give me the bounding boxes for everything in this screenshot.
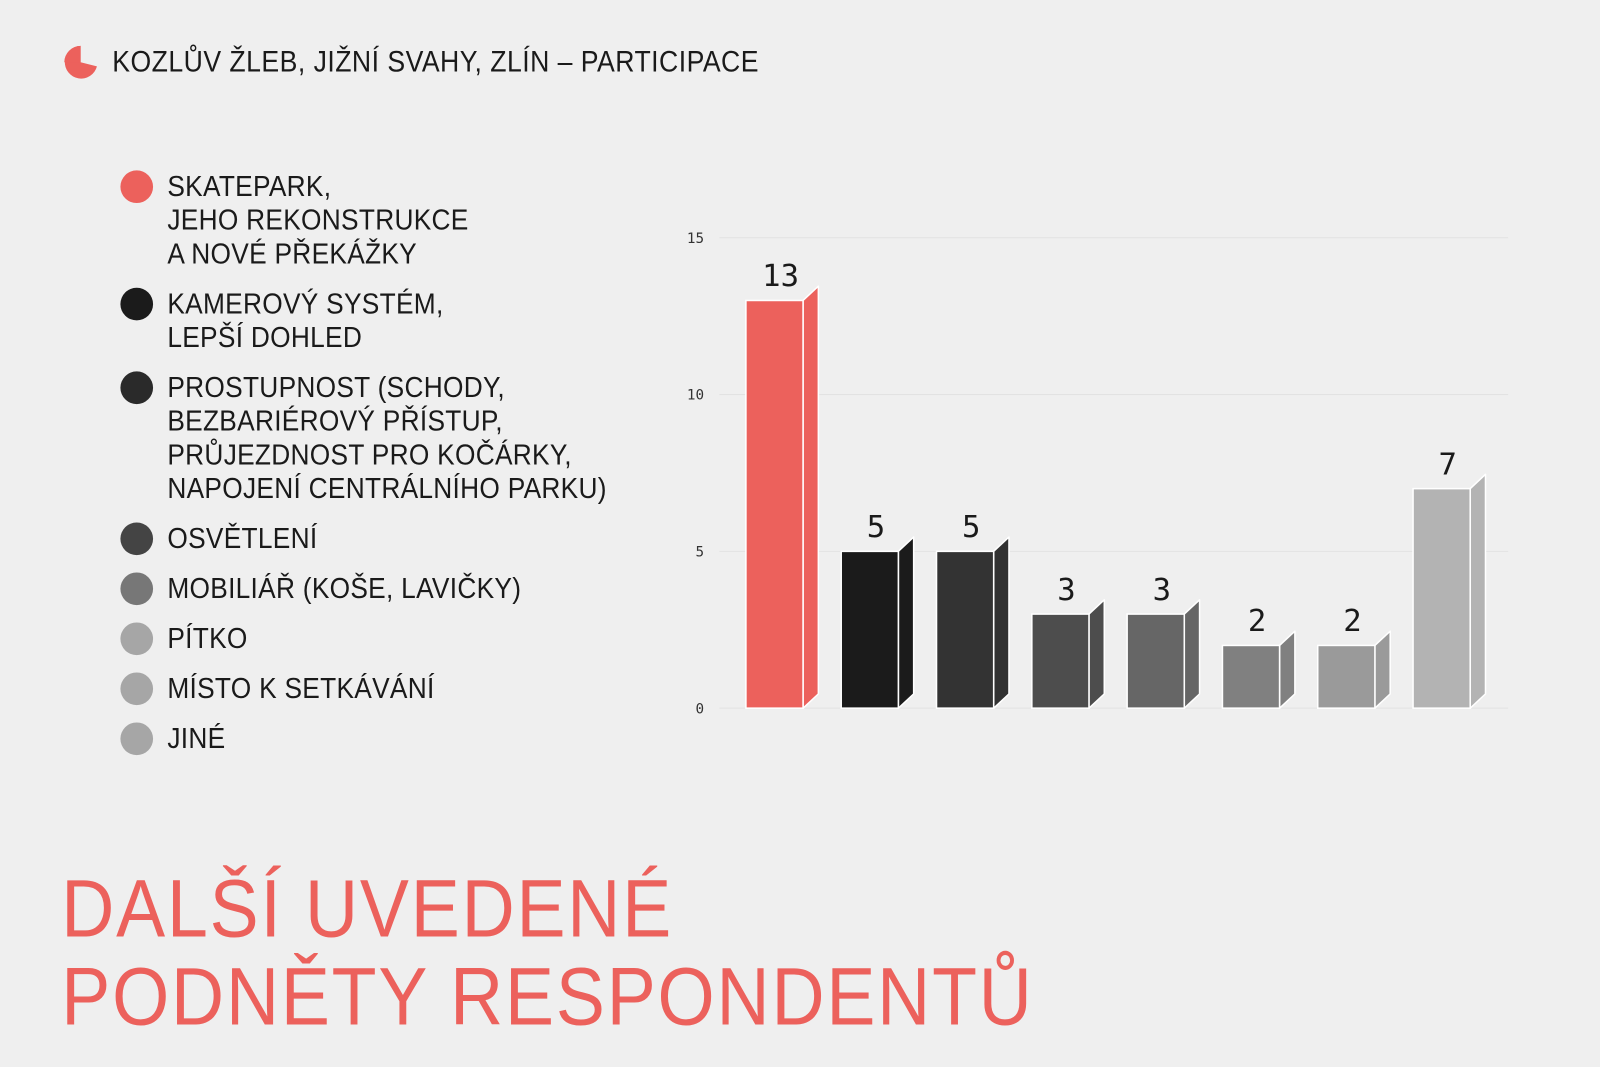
legend-label: KAMEROVÝ SYSTÉM, LEPŠÍ DOHLED	[167, 287, 444, 354]
legend-label: PROSTUPNOST (SCHODY, BEZBARIÉROVÝ PŘÍSTU…	[167, 371, 607, 505]
legend-dot-icon	[120, 572, 154, 606]
y-tick-label: 5	[695, 544, 704, 560]
legend-item: OSVĚTLENÍ	[120, 521, 671, 556]
bar-side	[1469, 473, 1487, 709]
bar-chart: 0 5 10 15 13 5 5 3 3 2 2 7	[687, 231, 1509, 717]
bar	[1126, 613, 1186, 709]
bar-value-label: 7	[1439, 447, 1457, 482]
bar	[840, 550, 900, 709]
legend-item: JINÉ	[120, 721, 671, 756]
legend-label: SKATEPARK, JEHO REKONSTRUKCE A NOVÉ PŘEK…	[167, 170, 469, 270]
bar-side	[992, 536, 1010, 709]
legend-dot-icon	[120, 672, 154, 706]
bar	[745, 299, 804, 709]
bar	[1412, 487, 1471, 709]
bar-value-label: 13	[762, 259, 799, 294]
legend: SKATEPARK, JEHO REKONSTRUKCE A NOVÉ PŘEK…	[120, 169, 671, 771]
legend-dot-icon	[120, 622, 154, 656]
legend-dot-icon	[120, 287, 154, 321]
bar	[935, 550, 995, 709]
legend-label: MOBILIÁŘ (KOŠE, LAVIČKY)	[167, 572, 522, 605]
bar-value-label: 5	[867, 510, 885, 545]
legend-item: PROSTUPNOST (SCHODY, BEZBARIÉROVÝ PŘÍSTU…	[120, 370, 671, 505]
legend-dot-icon	[120, 170, 154, 204]
bar	[1031, 613, 1090, 709]
bar-side	[802, 285, 820, 709]
bar-side	[1183, 599, 1201, 709]
legend-item: MOBILIÁŘ (KOŠE, LAVIČKY)	[120, 571, 671, 606]
bar-side	[897, 536, 915, 709]
legend-label: OSVĚTLENÍ	[167, 522, 318, 555]
bar	[1221, 644, 1281, 709]
legend-dot-icon	[120, 722, 154, 756]
legend-item: MÍSTO K SETKÁVÁNÍ	[120, 671, 671, 706]
bar	[1316, 644, 1376, 709]
legend-item: KAMEROVÝ SYSTÉM, LEPŠÍ DOHLED	[120, 287, 671, 354]
legend-label: PÍTKO	[167, 622, 248, 655]
legend-dot-icon	[120, 371, 154, 405]
bar-side	[1088, 599, 1106, 709]
page-title: DALŠÍ UVEDENÉ PODNĚTY RESPONDENTŮ	[61, 863, 1034, 1042]
pie-chart-icon	[64, 45, 97, 79]
legend-item: PÍTKO	[120, 621, 671, 656]
bar-value-label: 3	[1153, 573, 1171, 608]
legend-label: MÍSTO K SETKÁVÁNÍ	[167, 672, 435, 705]
bar-value-label: 3	[1057, 573, 1075, 608]
y-tick-label: 10	[687, 388, 704, 404]
header: KOZLŮV ŽLEB, JIŽNÍ SVAHY, ZLÍN – PARTICI…	[63, 45, 831, 80]
y-tick-label: 0	[695, 701, 704, 717]
bar-value-label: 2	[1248, 604, 1266, 639]
legend-item: SKATEPARK, JEHO REKONSTRUKCE A NOVÉ PŘEK…	[120, 169, 671, 270]
y-tick-label: 15	[687, 231, 704, 247]
bar-value-label: 5	[962, 510, 980, 545]
header-title: KOZLŮV ŽLEB, JIŽNÍ SVAHY, ZLÍN – PARTICI…	[112, 45, 759, 79]
bar-side	[1374, 630, 1391, 709]
bar-value-label: 2	[1343, 604, 1361, 639]
bar-side	[1278, 630, 1296, 709]
legend-label: JINÉ	[167, 722, 226, 755]
legend-dot-icon	[120, 522, 154, 556]
